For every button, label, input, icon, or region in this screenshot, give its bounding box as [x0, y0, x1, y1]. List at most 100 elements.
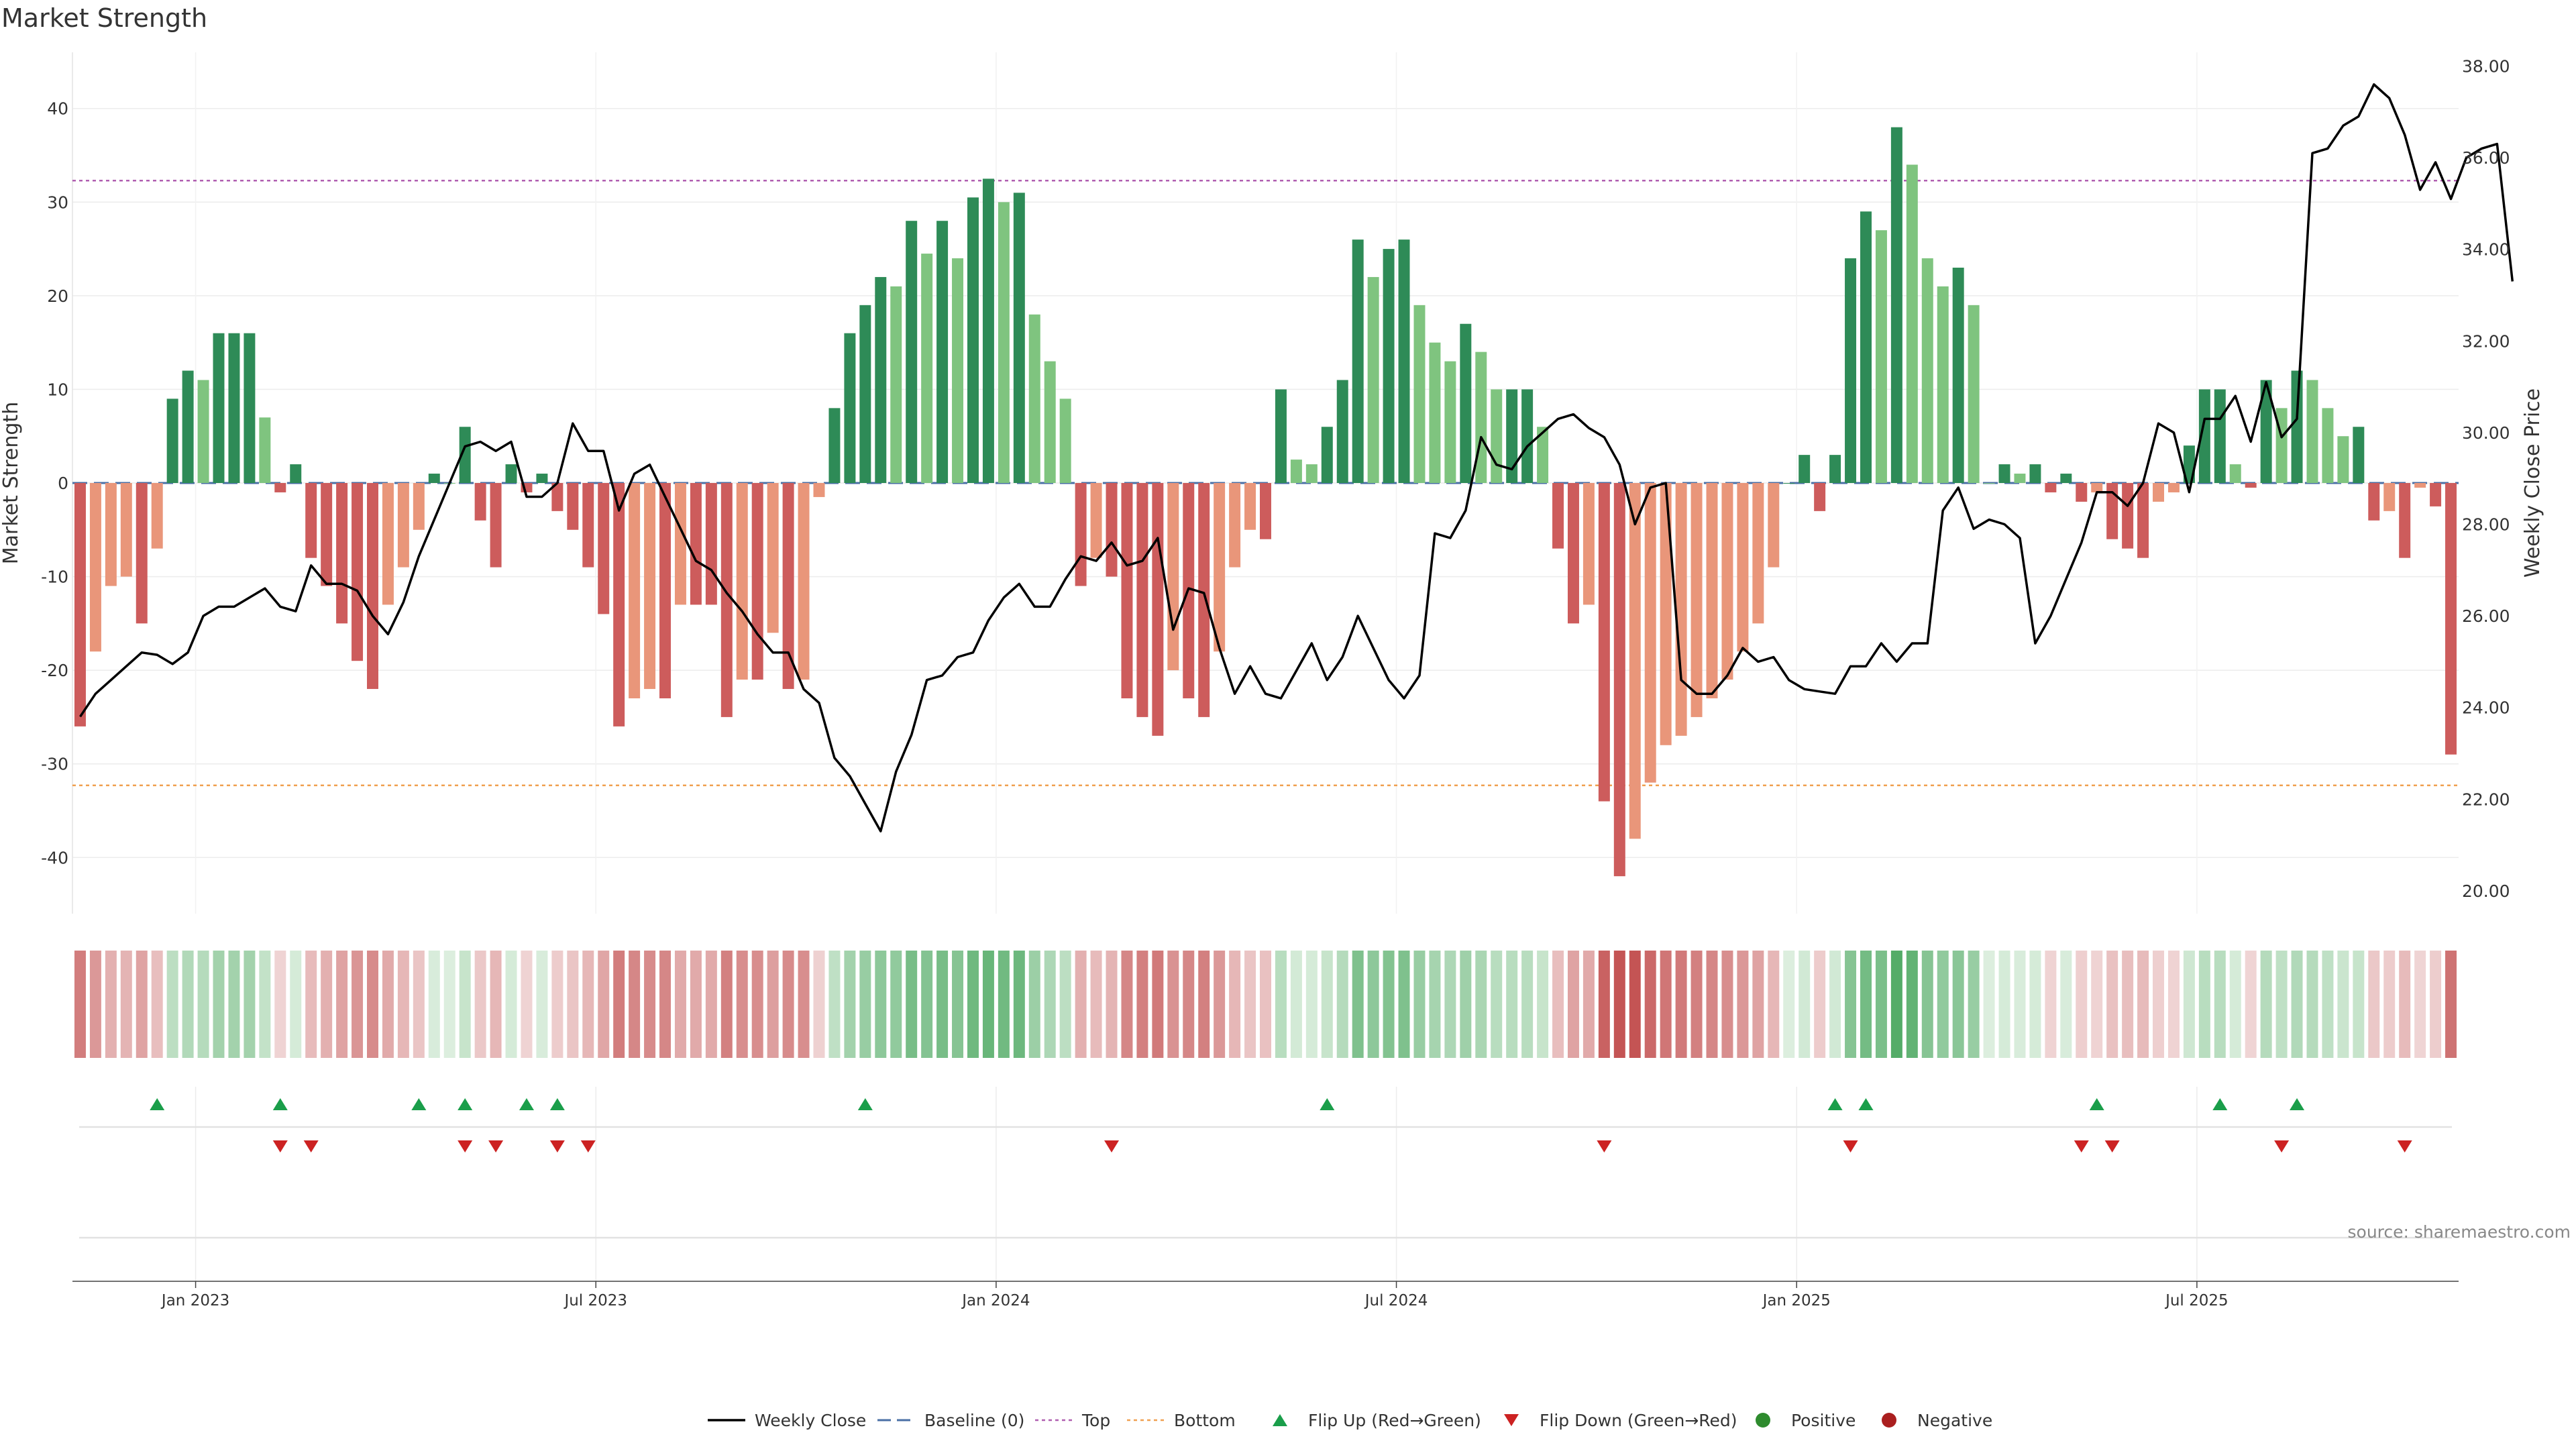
heatmap-cell	[244, 951, 256, 1058]
heatmap-cell	[352, 951, 364, 1058]
strength-bar	[490, 483, 502, 568]
heatmap-cell	[1567, 951, 1579, 1058]
strength-bar	[1937, 286, 1949, 483]
heatmap-cell	[428, 951, 440, 1058]
strength-bar	[367, 483, 378, 690]
strength-bar	[505, 464, 517, 483]
heatmap-cell	[1860, 951, 1872, 1058]
flip-up-marker	[519, 1098, 534, 1110]
heatmap-cell	[782, 951, 794, 1058]
legend-label: Bottom	[1174, 1411, 1236, 1430]
strength-bars	[74, 127, 2457, 877]
legend-item: Baseline (0)	[877, 1411, 1024, 1430]
source-credit: source: sharemaestro.com	[2348, 1222, 2571, 1242]
strength-bar	[1521, 389, 1534, 483]
strength-bar	[290, 464, 302, 483]
heatmap-cell	[1336, 951, 1348, 1058]
strength-bar	[613, 483, 625, 727]
strength-bar	[1613, 483, 1625, 877]
weekly-close-line	[79, 83, 2514, 833]
heatmap-cell	[598, 951, 610, 1058]
strength-bar	[182, 370, 194, 483]
strength-bar	[321, 483, 333, 586]
heatmap-cell	[1506, 951, 1518, 1058]
heatmap-cell	[474, 951, 486, 1058]
heatmap-cell	[2322, 951, 2334, 1058]
flip-down-marker	[1104, 1140, 1120, 1152]
heatmap-cell	[1429, 951, 1441, 1058]
heatmap-cell	[1721, 951, 1733, 1058]
heatmap-cell	[1752, 951, 1764, 1058]
flip-down-marker	[2274, 1140, 2290, 1152]
heatmap-cell	[751, 951, 763, 1058]
heatmap-cell	[674, 951, 686, 1058]
flip-down-marker	[1597, 1140, 1612, 1152]
right-axis-ticks: 20.00 22.00 24.00 26.00 28.00 30.00 32.00 34.00…	[2462, 56, 2510, 900]
legend-swatch-negative	[1882, 1413, 1896, 1428]
strength-bar	[2214, 389, 2226, 483]
flip-down-marker	[1843, 1140, 1858, 1152]
right-tick-label: 28.00	[2462, 515, 2510, 534]
flip-down-marker	[549, 1140, 565, 1152]
heatmap-cell	[536, 951, 548, 1058]
heatmap-cell	[2414, 951, 2426, 1058]
strength-bar	[2383, 483, 2396, 511]
date-tick-label: Jul 2023	[563, 1292, 627, 1309]
strength-bar	[166, 398, 178, 483]
strength-bar	[2353, 427, 2365, 483]
heatmap-cell	[1444, 951, 1456, 1058]
strength-bar	[536, 474, 548, 483]
strength-bar	[1059, 398, 1071, 483]
legend-label: Flip Up (Red→Green)	[1308, 1411, 1481, 1430]
date-axis: Jan 2023 Jul 2023 Jan 2024 Jul 2024 Jan 2025…	[72, 1281, 2459, 1309]
heatmap-cell	[305, 951, 317, 1058]
heatmap-cell	[2029, 951, 2041, 1058]
heatmap-cell	[1521, 951, 1534, 1058]
heatmap-cell	[1167, 951, 1179, 1058]
heatmap-cell	[629, 951, 641, 1058]
heatmap-cell	[166, 951, 178, 1058]
heatmap-cell	[1968, 951, 1980, 1058]
strength-bar	[1444, 361, 1456, 483]
heatmap-cell	[367, 951, 378, 1058]
heatmap-cell	[2091, 951, 2103, 1058]
strength-bar	[1506, 389, 1518, 483]
flip-down-marker	[303, 1140, 319, 1152]
strength-bar	[2260, 380, 2272, 483]
heatmap-cell	[1305, 951, 1318, 1058]
strength-bar	[274, 483, 286, 492]
left-axis-label: Market Strength	[0, 402, 23, 564]
strength-bar	[813, 483, 825, 497]
strength-bar	[551, 483, 564, 511]
strength-bar	[1814, 483, 1826, 511]
strength-bar	[1028, 314, 1040, 483]
strength-bar	[259, 417, 271, 483]
heatmap-cell	[120, 951, 132, 1058]
flip-down-marker	[580, 1140, 596, 1152]
legend-item: Positive	[1756, 1411, 1856, 1430]
strength-bar	[1952, 268, 1964, 483]
heatmap-cell	[1059, 951, 1071, 1058]
heatmap-cell	[2368, 951, 2380, 1058]
strength-bar	[397, 483, 409, 568]
legend-label: Weekly Close	[755, 1411, 866, 1430]
strength-bar	[890, 286, 902, 483]
heatmap-cell	[89, 951, 101, 1058]
heatmap-cell	[182, 951, 194, 1058]
heatmap-cell	[2198, 951, 2210, 1058]
strength-bar	[228, 333, 240, 483]
strength-bar	[1998, 464, 2010, 483]
strength-bar	[1845, 258, 1857, 483]
left-tick-label: -30	[41, 755, 68, 774]
right-tick-label: 22.00	[2462, 790, 2510, 809]
strength-bar	[1413, 305, 1426, 483]
flip-down-marker	[488, 1140, 504, 1152]
strength-bar	[413, 483, 425, 530]
legend-swatch-flip-down	[1504, 1414, 1519, 1426]
strength-bar	[2368, 483, 2380, 521]
strength-bar	[952, 258, 964, 483]
strength-bar	[720, 483, 733, 717]
strength-bar	[2445, 483, 2457, 755]
strength-bar	[2322, 408, 2334, 483]
strength-bar	[1214, 483, 1226, 652]
